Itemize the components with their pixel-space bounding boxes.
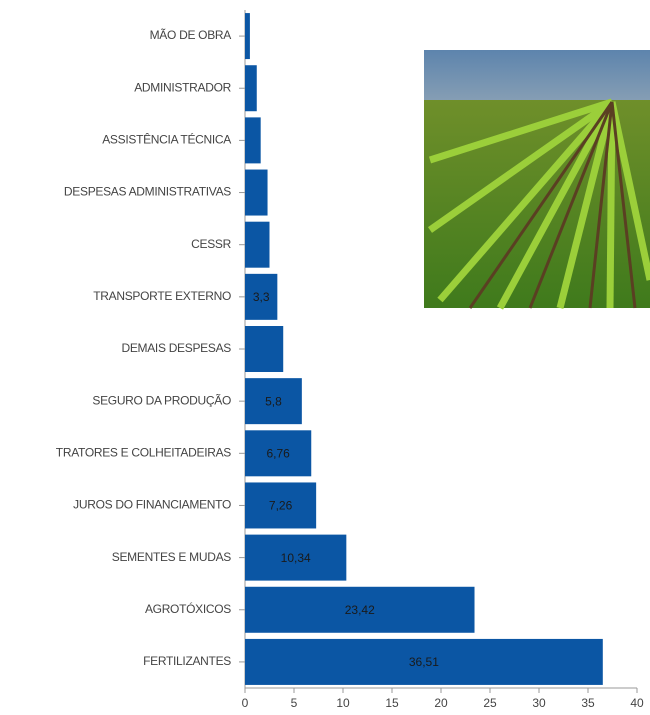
value-label: 3,3 bbox=[253, 290, 270, 304]
value-label: 10,34 bbox=[281, 551, 311, 565]
y-tick-label: DESPESAS ADMINISTRATIVAS bbox=[64, 185, 231, 199]
y-tick-label: SEGURO DA PRODUÇÃO bbox=[92, 393, 231, 407]
field-photo bbox=[424, 50, 650, 308]
y-tick-label: MÃO DE OBRA bbox=[150, 28, 232, 42]
x-tick-label: 20 bbox=[434, 696, 448, 710]
x-tick-label: 40 bbox=[630, 696, 644, 710]
value-label: 36,51 bbox=[409, 655, 439, 669]
y-tick-label: CESSR bbox=[191, 237, 231, 251]
bar bbox=[245, 13, 250, 59]
y-tick-label: FERTILIZANTES bbox=[143, 654, 231, 668]
y-tick-label: TRATORES E COLHEITADEIRAS bbox=[56, 445, 231, 459]
x-tick-label: 10 bbox=[336, 696, 350, 710]
bar bbox=[245, 326, 283, 372]
y-tick-label: TRANSPORTE EXTERNO bbox=[93, 289, 231, 303]
value-label: 23,42 bbox=[345, 603, 375, 617]
value-label: 7,26 bbox=[269, 499, 293, 513]
x-tick-label: 30 bbox=[532, 696, 546, 710]
page: 0 5 10 15 20 25 30 35 40 MÃO DE OBRA ADMINISTRADOR… bbox=[0, 0, 650, 715]
y-tick-label: JUROS DO FINANCIAMENTO bbox=[73, 498, 231, 512]
x-tick-label: 15 bbox=[385, 696, 399, 710]
y-tick-label: ADMINISTRADOR bbox=[134, 80, 231, 94]
y-tick-label: AGROTÓXICOS bbox=[145, 601, 231, 616]
x-tick-label: 35 bbox=[581, 696, 595, 710]
value-label: 6,76 bbox=[266, 446, 290, 460]
y-tick-label: ASSISTÊNCIA TÉCNICA bbox=[102, 132, 231, 147]
bar bbox=[245, 65, 257, 111]
x-tick-label: 25 bbox=[483, 696, 497, 710]
x-tick-label: 0 bbox=[242, 696, 249, 710]
bar bbox=[245, 170, 268, 216]
y-tick-label: DEMAIS DESPESAS bbox=[121, 341, 231, 355]
x-tick-label: 5 bbox=[291, 696, 298, 710]
bar bbox=[245, 222, 270, 268]
bar bbox=[245, 117, 261, 163]
y-tick-label: SEMENTES E MUDAS bbox=[112, 550, 232, 564]
chart: 0 5 10 15 20 25 30 35 40 MÃO DE OBRA ADMINISTRADOR… bbox=[0, 0, 650, 715]
value-label: 5,8 bbox=[265, 394, 282, 408]
